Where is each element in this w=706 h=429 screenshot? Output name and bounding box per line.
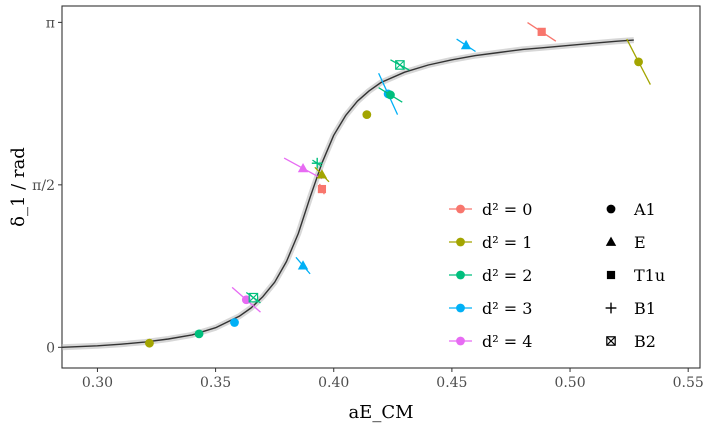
legend-shape-circle — [606, 204, 616, 214]
axes: 0.30 0.35 0.40 0.45 0.50 0.55 0 π/2 π — [32, 15, 704, 391]
legend-label-d1: d² = 1 — [482, 233, 532, 252]
legend-label-d0: d² = 0 — [482, 200, 532, 219]
data-point-d1-triangle — [316, 169, 328, 179]
plot-panel — [61, 5, 701, 369]
data-point-d3-circle — [230, 318, 239, 327]
legend-label-d4: d² = 4 — [482, 332, 532, 351]
data-point-d0-square — [537, 27, 546, 36]
legend-key-d1 — [456, 237, 465, 247]
x-tick-label: 0.35 — [200, 375, 231, 391]
legend-label-d2: d² = 2 — [482, 266, 532, 285]
legend-key-d3 — [456, 303, 465, 313]
legend-shape-square — [606, 270, 616, 280]
data-point-d0-square — [317, 184, 327, 194]
panel-border — [61, 5, 701, 369]
legend-label-boxcross: B2 — [634, 332, 656, 351]
x-tick-label: 0.50 — [554, 375, 585, 391]
data-point-d1-circle — [145, 338, 154, 348]
y-tick-label: π/2 — [32, 178, 55, 194]
legend-label-d3: d² = 3 — [482, 299, 532, 318]
data-point-d4-triangle — [297, 162, 309, 173]
legend-shape-triangle — [605, 236, 617, 246]
legend-shape-plus — [605, 302, 617, 314]
legend-label-circle: A1 — [633, 200, 656, 219]
data-point-d3-triangle — [460, 39, 472, 50]
y-tick-label: π — [46, 15, 55, 31]
legend-key-d4 — [456, 336, 465, 346]
data-point-d3-triangle — [297, 260, 309, 270]
data-point-d2-circle — [194, 329, 204, 339]
x-axis-title: aE_CM — [348, 402, 413, 423]
y-axis-title: δ_1 / rad — [8, 147, 29, 227]
data-point-d1-circle — [362, 110, 372, 119]
x-tick-label: 0.55 — [673, 375, 704, 391]
legend-label-square: T1u — [634, 266, 665, 285]
legend-shape-boxcross — [606, 336, 616, 346]
legend-label-triangle: E — [634, 233, 646, 252]
data-point-d2-boxcross — [395, 60, 405, 70]
legend: d² = 0 d² = 1 d² = 2 d² = 3 d² = 4 A1 E T1u B1 B2 — [449, 200, 665, 351]
legend-key-d0 — [456, 204, 465, 214]
data-point-d2-boxcross — [248, 292, 259, 303]
legend-key-d2 — [456, 270, 465, 280]
fit-curve — [61, 39, 634, 348]
data-point-d2-circle — [386, 90, 395, 100]
x-tick-label: 0.45 — [436, 375, 467, 391]
x-tick-label: 0.40 — [318, 375, 349, 391]
y-tick-label: 0 — [46, 340, 55, 356]
data-point-d2-plus — [311, 157, 323, 169]
x-tick-label: 0.30 — [82, 375, 113, 391]
data-point-d4-circle — [241, 295, 251, 305]
fit-uncertainty-band — [61, 37, 634, 351]
legend-label-plus: B1 — [634, 299, 656, 318]
data-point-d1-circle — [634, 57, 643, 67]
